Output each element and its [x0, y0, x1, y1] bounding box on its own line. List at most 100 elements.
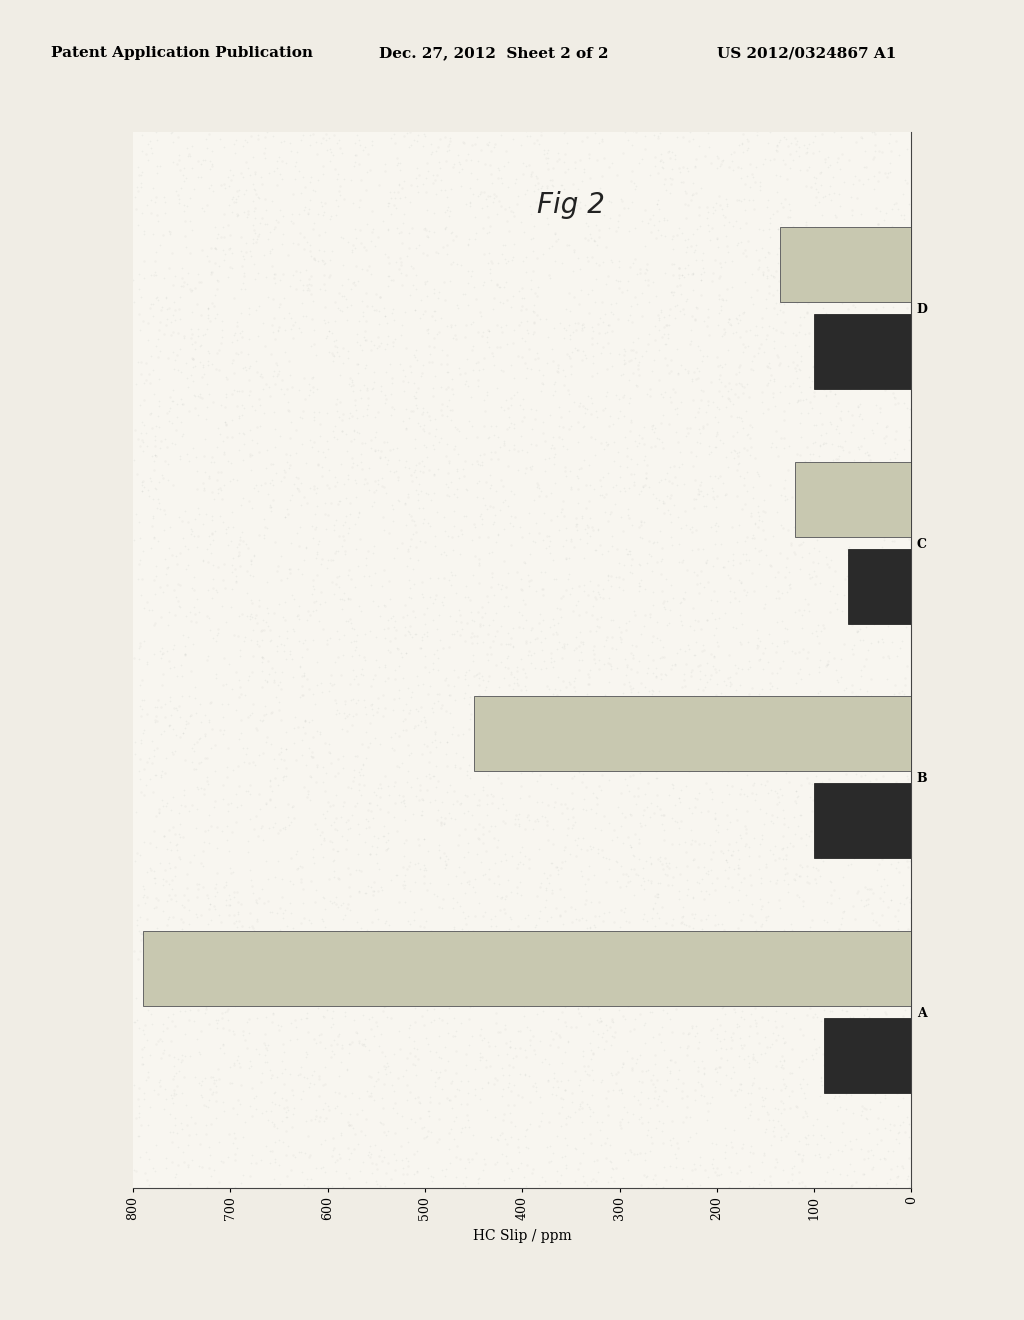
Point — [596, 205, 612, 226]
Point — [278, 722, 294, 743]
Point — [791, 599, 807, 620]
Point — [433, 964, 450, 985]
Point — [522, 162, 539, 183]
Point — [604, 1026, 621, 1047]
Point — [468, 288, 484, 309]
Point — [639, 260, 655, 281]
Point — [147, 446, 164, 467]
Point — [880, 645, 896, 667]
Point — [650, 309, 667, 330]
Point — [862, 346, 879, 367]
Point — [494, 886, 510, 907]
Point — [393, 0, 410, 1]
Point — [859, 774, 876, 795]
Point — [340, 341, 356, 362]
Point — [357, 358, 374, 379]
Point — [482, 577, 499, 598]
Point — [587, 292, 603, 313]
Point — [869, 1134, 886, 1155]
Point — [844, 268, 860, 289]
Point — [496, 360, 512, 381]
Point — [257, 127, 273, 148]
Point — [601, 414, 617, 436]
Point — [276, 49, 293, 70]
Point — [545, 818, 561, 840]
Point — [423, 1122, 439, 1143]
Point — [866, 124, 883, 145]
Point — [298, 1047, 314, 1068]
Point — [636, 1032, 652, 1053]
Point — [380, 1055, 396, 1076]
Point — [267, 1151, 284, 1172]
Point — [663, 527, 679, 548]
Point — [262, 630, 279, 651]
Point — [274, 770, 291, 791]
Point — [791, 1162, 807, 1183]
Point — [410, 968, 426, 989]
Point — [542, 743, 558, 764]
Point — [340, 809, 356, 830]
Point — [505, 618, 521, 639]
Point — [731, 631, 748, 652]
Point — [460, 800, 476, 821]
Point — [555, 1089, 571, 1110]
Point — [830, 888, 847, 909]
Point — [541, 995, 557, 1016]
Point — [754, 913, 770, 935]
Point — [650, 305, 667, 326]
Point — [134, 1053, 151, 1074]
Point — [649, 552, 666, 573]
Point — [880, 896, 896, 917]
Point — [886, 385, 902, 407]
Point — [507, 33, 523, 54]
Point — [676, 304, 692, 325]
Point — [251, 799, 267, 820]
Point — [291, 595, 307, 616]
Point — [174, 1045, 190, 1067]
Point — [350, 689, 367, 710]
Point — [182, 660, 199, 681]
Point — [420, 226, 436, 247]
Point — [852, 970, 868, 991]
Point — [219, 426, 236, 447]
Point — [621, 499, 637, 520]
Point — [487, 602, 504, 623]
Point — [755, 220, 771, 242]
Point — [130, 0, 146, 21]
Point — [781, 281, 798, 302]
Point — [679, 1044, 695, 1065]
Point — [708, 659, 724, 680]
Point — [193, 305, 209, 326]
Point — [331, 490, 347, 511]
Point — [687, 156, 703, 177]
Point — [293, 182, 309, 203]
Point — [402, 686, 419, 708]
Point — [808, 0, 824, 15]
Point — [846, 719, 862, 741]
Point — [839, 1001, 855, 1022]
Point — [488, 1, 505, 22]
Point — [682, 994, 698, 1015]
Point — [546, 446, 562, 467]
Point — [717, 322, 733, 343]
Point — [175, 991, 191, 1012]
Point — [510, 675, 526, 696]
Point — [276, 975, 293, 997]
Point — [615, 991, 632, 1012]
Point — [171, 958, 187, 979]
Point — [294, 941, 310, 962]
Point — [776, 566, 793, 587]
Point — [870, 326, 887, 347]
Point — [163, 888, 179, 909]
Point — [537, 430, 553, 451]
Point — [857, 876, 873, 898]
Point — [698, 413, 715, 434]
Point — [732, 1027, 749, 1048]
Point — [810, 840, 826, 861]
Point — [499, 1043, 515, 1064]
Point — [802, 41, 818, 62]
Point — [299, 115, 315, 136]
Point — [876, 98, 892, 119]
Point — [696, 888, 713, 909]
Point — [273, 1088, 290, 1109]
